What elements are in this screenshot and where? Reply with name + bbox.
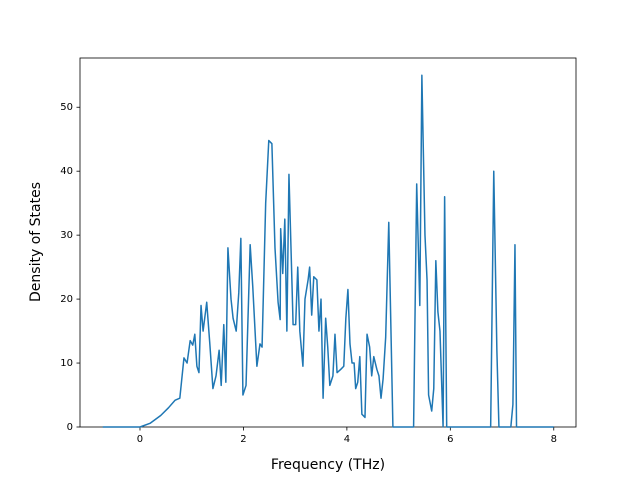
- y-axis-label: Density of States: [28, 182, 44, 302]
- x-tick-label: 4: [344, 434, 350, 445]
- y-tick-label: 20: [60, 294, 73, 305]
- y-tick-label: 30: [60, 230, 73, 241]
- line-series: [102, 74, 554, 428]
- y-tick-label: 0: [67, 422, 73, 433]
- x-tick-label: 8: [551, 434, 557, 445]
- x-tick-label: 6: [447, 434, 453, 445]
- x-axis-label: Frequency (THz): [271, 457, 385, 473]
- y-tick-label: 40: [60, 166, 73, 177]
- x-tick-label: 2: [240, 434, 246, 445]
- y-tick-label: 10: [60, 358, 73, 369]
- y-tick-label: 50: [60, 102, 73, 113]
- plot-frame: [79, 57, 577, 428]
- x-tick-label: 0: [137, 434, 143, 445]
